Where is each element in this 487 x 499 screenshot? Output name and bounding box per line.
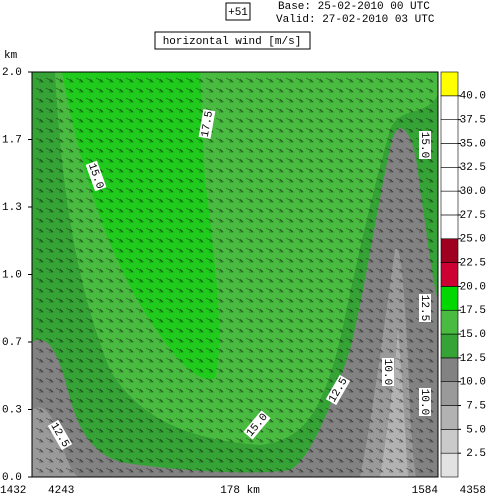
contour-label-box [419,294,431,322]
colorbar-tick-label: 22.5 [460,257,486,269]
contour-label: 10.0 [381,358,394,386]
colorbar-tick-label: 40.0 [460,91,486,103]
y-tick-label: 1.3 [2,202,22,214]
x-label: 1584 [412,485,439,497]
contour-label-text: 17.5 [200,110,216,138]
colorbar-tick-label: 7.5 [466,400,486,412]
colorbar-tick-label: 12.5 [460,353,486,365]
colorbar-tick-label: 17.5 [460,305,486,317]
colorbar-segment [440,357,459,383]
colorbar-segment [440,309,459,335]
contour-label-text: 12.5 [418,295,430,321]
colorbar-segment [440,71,459,97]
colorbar-segment [440,214,459,240]
contour-label-box [382,358,394,386]
y-tick-label: 0.0 [2,472,22,484]
colorbar-segment [440,119,459,144]
x-label: 178 km [220,485,260,497]
colorbar-segment [440,405,459,430]
colorbar-tick-label: 25.0 [460,234,486,246]
y-tick-label: 0.7 [2,337,22,349]
contour-label: 10.0 [418,388,431,416]
y-tick-label: 0.3 [2,404,22,416]
contour-label: 17.5 [198,109,216,139]
colorbar-segment [440,452,459,478]
colorbar-tick-label: 35.0 [460,138,486,150]
colorbar-segment [440,95,459,120]
x-label: 4243 [48,485,74,497]
run-box [225,2,251,21]
field-7-5 [32,248,416,477]
colorbar-tick-label: 5.0 [466,424,486,436]
colorbar-tick-label: 20.0 [460,281,486,293]
colorbar-segment [440,190,459,216]
colorbar-tick-label: 30.0 [460,186,486,198]
colorbar-segment [440,166,459,192]
colorbar-tick-label: 32.5 [460,162,486,174]
run-label: +51 [228,7,248,19]
base-time: Base: 25-02-2010 00 UTC [278,1,430,13]
y-tick-label: 2.0 [2,67,22,79]
colorbar-tick-label: 2.5 [466,448,486,460]
valid-time: Valid: 27-02-2010 03 UTC [276,14,435,26]
colorbar-tick-label: 10.0 [460,377,486,389]
colorbar-segment [440,381,459,406]
contour-label-box [419,131,431,159]
y-tick-label: 1.0 [2,269,22,281]
colorbar-tick-label: 15.0 [460,329,486,341]
title-box [154,31,311,50]
x-label: 4358 [460,485,486,497]
y-unit: km [4,50,18,62]
contour-label-box [85,160,107,192]
y-tick-label: 1.7 [2,134,22,146]
colorbar-tick-label: 27.5 [460,210,486,222]
field-17-5 [62,72,220,380]
contour-label-box [198,109,216,139]
colorbar-segment [440,286,459,311]
contour-label-text: 10.0 [381,359,393,385]
contour-label-box [325,374,351,406]
contour-label-box [243,410,271,440]
contour-label-text: 15.0 [418,132,430,158]
colorbar-segment [440,429,459,454]
contour-label-box [419,388,431,416]
contour-label: 15.0 [418,131,431,159]
contour-label-box [47,419,73,451]
colorbar-segment [440,262,459,287]
x-label: 1432 [0,485,26,497]
contour-label: 12.5 [418,294,431,322]
colorbar-segment [440,143,459,168]
chart-title: horizontal wind [m/s] [163,36,302,48]
colorbar-segment [440,238,459,263]
colorbar-tick-label: 37.5 [460,115,486,127]
contour-label-text: 10.0 [418,389,430,415]
colorbar-segment [440,333,459,359]
